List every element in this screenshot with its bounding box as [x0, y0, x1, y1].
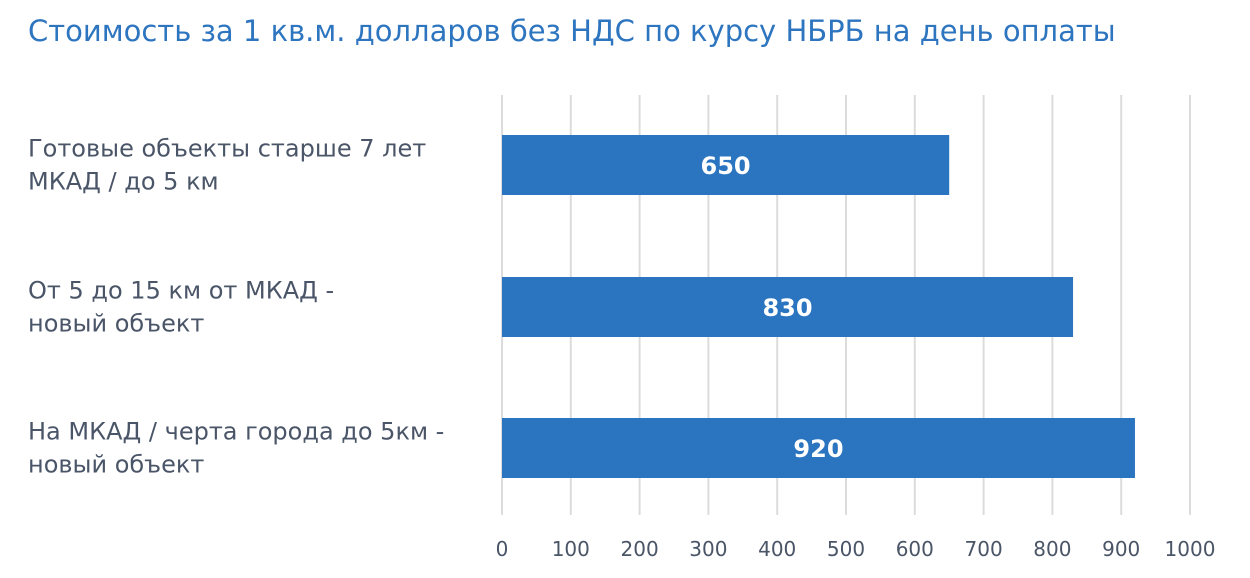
category-label: От 5 до 15 км от МКАД - — [28, 277, 334, 305]
category-label: новый объект — [28, 451, 204, 479]
x-tick-label: 800 — [1033, 537, 1071, 561]
chart-title: Стоимость за 1 кв.м. долларов без НДС по… — [28, 14, 1116, 48]
data-label: 830 — [762, 294, 812, 322]
data-label: 920 — [793, 435, 843, 463]
x-tick-label: 1000 — [1165, 537, 1216, 561]
x-tick-label: 900 — [1102, 537, 1140, 561]
category-label: Готовые объекты старше 7 лет — [28, 135, 426, 163]
x-tick-label: 0 — [496, 537, 509, 561]
bar-3 — [502, 418, 1135, 478]
data-label: 650 — [701, 152, 751, 180]
x-tick-label: 300 — [689, 537, 727, 561]
category-label: МКАД / до 5 км — [28, 168, 219, 196]
x-tick-label: 100 — [552, 537, 590, 561]
x-tick-label: 700 — [965, 537, 1003, 561]
x-tick-label: 500 — [827, 537, 865, 561]
category-label: На МКАД / черта города до 5км - — [28, 418, 444, 446]
x-tick-label: 600 — [896, 537, 934, 561]
x-tick-label: 400 — [758, 537, 796, 561]
x-tick-label: 200 — [621, 537, 659, 561]
bar-1 — [502, 135, 950, 195]
category-label: новый объект — [28, 310, 204, 338]
bar-2 — [502, 277, 1074, 337]
